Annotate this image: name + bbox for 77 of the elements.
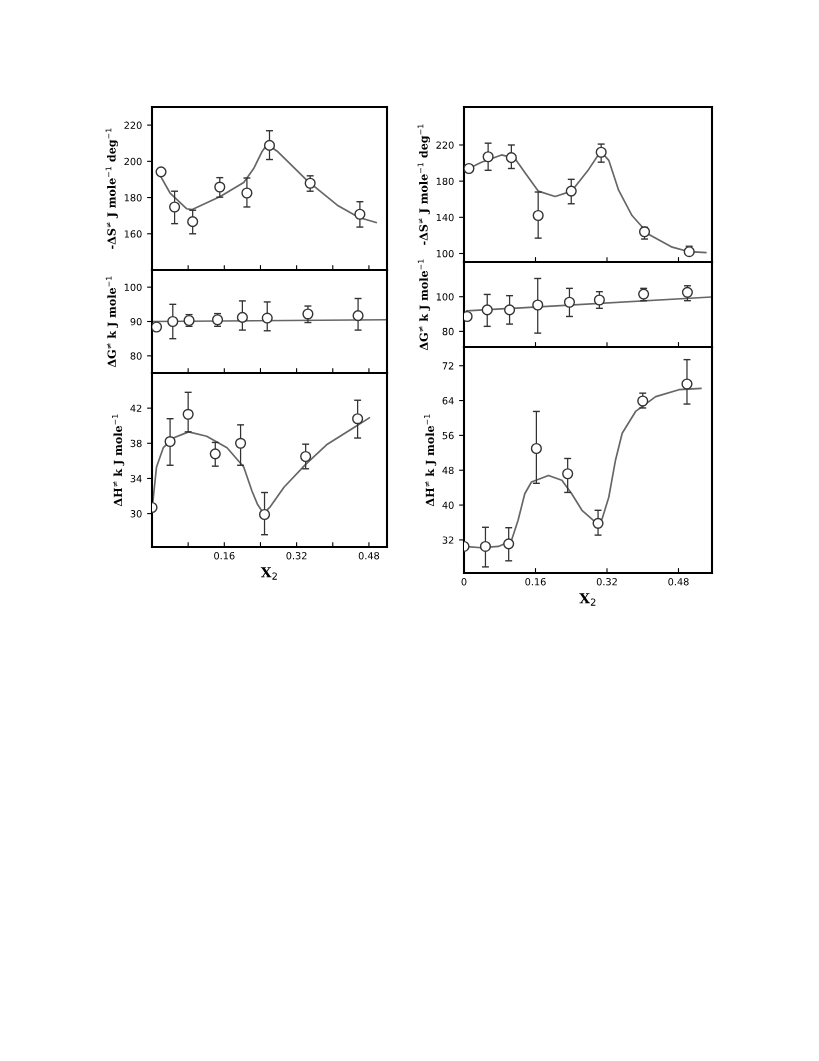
y-tick-label: 32 (442, 536, 454, 544)
point (352, 310, 364, 322)
point (187, 216, 199, 228)
x-tick-label: 0 (461, 578, 467, 586)
point (302, 308, 314, 320)
point (683, 246, 695, 258)
y-axis-title: ΔH$^{≠}$ k J mole$^{−1}$ (112, 414, 125, 507)
point (258, 508, 271, 521)
point (505, 152, 517, 164)
y-tick-label: 180 (124, 194, 142, 202)
point (300, 450, 312, 463)
point (152, 321, 163, 333)
x-tick-label: 0.48 (358, 552, 380, 560)
x-axis-title: X$_{2}$ (260, 567, 277, 580)
y-tick-label: 38 (130, 439, 142, 448)
point (681, 286, 693, 298)
point (236, 311, 248, 323)
y-tick-label: 72 (442, 362, 454, 370)
point (263, 139, 276, 151)
point (681, 378, 693, 390)
point (354, 208, 366, 220)
point (595, 146, 607, 158)
y-tick-label: 42 (130, 404, 142, 412)
y-tick-label: 64 (442, 397, 454, 405)
y-tick-label: 220 (124, 121, 142, 129)
y-axis-title: -ΔS$^{≠}$ J mole$^{−1}$ deg$^{−1}$ (105, 128, 118, 249)
point (532, 299, 544, 311)
x-axis-title: X$_{2}$ (579, 593, 596, 606)
y-tick-label: 220 (436, 141, 454, 149)
x-tick-label: 0.32 (286, 552, 307, 560)
point (565, 185, 577, 197)
x-tick-label: 0.16 (525, 578, 546, 586)
point (530, 442, 542, 455)
y-tick-label: 40 (442, 501, 454, 509)
point (503, 538, 515, 550)
y-tick-label: 48 (442, 466, 454, 475)
point (235, 437, 247, 449)
point (464, 162, 475, 175)
x-tick-label: 0.16 (214, 552, 235, 560)
point (167, 315, 179, 328)
point (155, 166, 167, 178)
y-tick-label: 80 (130, 352, 142, 360)
y-tick-label: 160 (124, 230, 142, 238)
point (563, 296, 576, 308)
point (214, 181, 226, 193)
y-tick-label: 200 (124, 157, 142, 166)
y-axis-title: ΔG$^{≠}$ k J mole$^{−1}$ (105, 276, 119, 368)
y-tick-label: 34 (130, 474, 142, 483)
y-axis-title: -ΔS$^{≠}$ J mole$^{−1}$ deg$^{−1}$ (417, 124, 430, 245)
point (209, 448, 221, 460)
y-tick-label: 56 (442, 431, 454, 440)
y-axis-title: ΔG$^{≠}$ k J mole$^{−1}$ (417, 259, 431, 351)
y-tick-label: 90 (130, 317, 142, 326)
point (182, 408, 194, 420)
point (562, 468, 574, 480)
point (261, 312, 273, 324)
x-tick-label: 0.32 (596, 578, 617, 586)
point (352, 413, 364, 425)
point (532, 209, 544, 222)
point (593, 294, 605, 306)
y-axis-title: ΔH$^{≠}$ k J mole$^{−1}$ (424, 414, 437, 507)
point (592, 517, 604, 529)
point (241, 187, 253, 199)
point (169, 201, 181, 213)
y-tick-label: 100 (436, 249, 454, 258)
y-tick-label: 100 (436, 293, 454, 301)
point (504, 304, 516, 316)
y-tick-label: 100 (124, 283, 142, 291)
y-tick-label: 180 (436, 177, 454, 185)
point (482, 151, 494, 163)
x-tick-label: 0.48 (668, 578, 689, 586)
y-tick-label: 30 (130, 510, 142, 518)
point (479, 540, 492, 552)
point (481, 304, 493, 316)
y-tick-label: 80 (442, 327, 454, 336)
y-tick-label: 140 (436, 213, 454, 222)
point (164, 435, 176, 448)
